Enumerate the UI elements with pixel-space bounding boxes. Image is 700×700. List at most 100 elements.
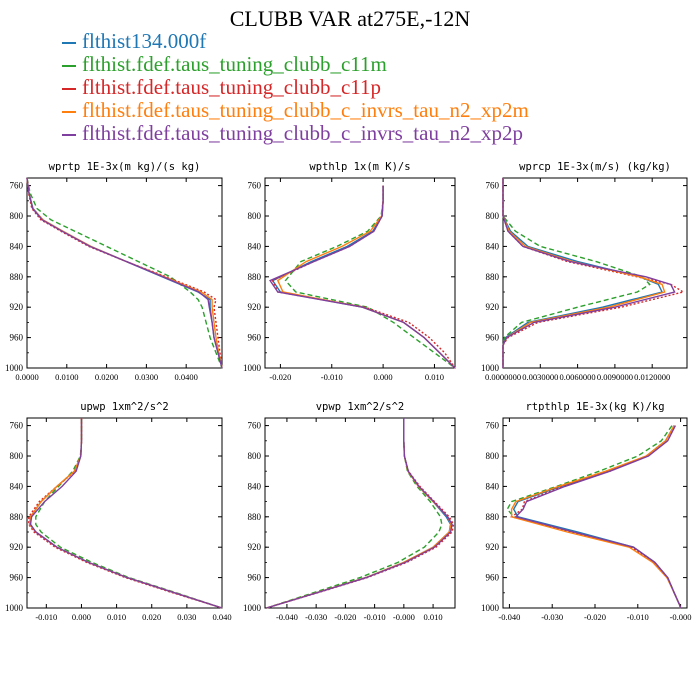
x-tick-label: 0.020 — [142, 612, 161, 622]
series-line — [26, 177, 223, 369]
legend-entry: flthist.fdef.taus_tuning_clubb_c_invrs_t… — [62, 122, 529, 145]
y-tick-label: 920 — [486, 542, 500, 552]
chart-title: rtpthlp 1E-3x(kg K)/kg — [525, 401, 664, 413]
y-tick-label: 880 — [486, 272, 500, 282]
y-tick-label: 800 — [486, 451, 500, 461]
y-tick-label: 840 — [10, 481, 24, 491]
series-line — [28, 418, 223, 609]
plot-frame — [26, 417, 223, 609]
y-tick-label: 960 — [486, 573, 500, 583]
y-tick-label: 960 — [248, 333, 262, 343]
legend-label: flthist.fdef.taus_tuning_clubb_c11p — [82, 75, 382, 99]
x-tick-label: 0.010 — [425, 372, 444, 382]
y-tick-label: 880 — [248, 512, 262, 522]
x-tick-label: 0.0120000 — [634, 372, 670, 382]
x-tick-label: 0.0000 — [15, 372, 38, 382]
y-tick-label: 760 — [248, 181, 262, 191]
plot-frame — [264, 417, 456, 609]
x-tick-label: -0.000 — [393, 612, 415, 622]
series-line — [29, 418, 223, 609]
chart-panel: wprtp 1E-3x(m kg)/(s kg) 760 800 840 880 920 9… — [5, 161, 223, 382]
x-tick-label: -0.010 — [321, 372, 343, 382]
y-tick-label: 920 — [486, 302, 500, 312]
x-tick-label: -0.020 — [269, 372, 291, 382]
series-line — [509, 425, 682, 609]
series-line — [512, 425, 682, 609]
x-tick-label: 0.0100 — [55, 372, 78, 382]
y-tick-label: 960 — [10, 333, 24, 343]
series-line — [266, 418, 453, 609]
y-tick-label: 960 — [486, 333, 500, 343]
legend: flthist134.000f flthist.fdef.taus_tuning… — [62, 30, 529, 145]
series-line — [29, 418, 223, 609]
legend-entry: flthist.fdef.taus_tuning_clubb_c11p — [62, 76, 529, 99]
y-tick-label: 880 — [10, 272, 24, 282]
y-tick-label: 1000 — [243, 363, 262, 373]
x-tick-label: 0.040 — [212, 612, 231, 622]
x-tick-label: -0.010 — [35, 612, 57, 622]
chart-title: wprcp 1E-3x(m/s) (kg/kg) — [519, 161, 671, 173]
series-line — [28, 418, 223, 609]
y-tick-label: 1000 — [5, 363, 24, 373]
x-tick-label: 0.0090000 — [597, 372, 633, 382]
y-tick-label: 800 — [10, 211, 24, 221]
y-tick-label: 800 — [486, 211, 500, 221]
x-tick-label: 0.0000000 — [485, 372, 521, 382]
legend-swatch — [62, 134, 76, 137]
y-tick-label: 840 — [248, 241, 262, 251]
plot-frame — [502, 177, 688, 369]
legend-label: flthist134.000f — [82, 29, 207, 53]
chart-panel: rtpthlp 1E-3x(kg K)/kg 760 800 840 880 920 960… — [481, 401, 692, 622]
x-tick-label: -0.020 — [334, 612, 356, 622]
legend-swatch — [62, 88, 76, 91]
y-tick-label: 1000 — [5, 603, 24, 613]
legend-label: flthist.fdef.taus_tuning_clubb_c_invrs_t… — [82, 98, 529, 122]
x-tick-label: -0.010 — [364, 612, 386, 622]
x-tick-label: -0.030 — [305, 612, 327, 622]
y-tick-label: 1000 — [481, 363, 500, 373]
legend-label: flthist.fdef.taus_tuning_clubb_c_invrs_t… — [82, 121, 523, 145]
series-line — [502, 178, 666, 368]
series-line — [506, 425, 682, 609]
series-line — [26, 177, 223, 369]
series-line — [26, 177, 223, 369]
legend-swatch — [62, 111, 76, 114]
legend-swatch — [62, 65, 76, 68]
chart-panel: wprcp 1E-3x(m/s) (kg/kg) 760 800 840 880 920 9… — [481, 161, 688, 382]
y-tick-label: 800 — [248, 451, 262, 461]
series-line — [502, 178, 676, 368]
chart-title: vpwp 1xm^2/s^2 — [316, 401, 405, 413]
series-line — [514, 425, 682, 609]
plot-frame — [26, 177, 223, 369]
x-tick-label: 0.010 — [107, 612, 126, 622]
x-tick-label: 0.0030000 — [522, 372, 558, 382]
y-tick-label: 840 — [486, 241, 500, 251]
x-tick-label: 0.030 — [177, 612, 196, 622]
chart-title: wpthlp 1x(m K)/s — [309, 161, 410, 173]
y-tick-label: 880 — [248, 272, 262, 282]
y-tick-label: 840 — [486, 481, 500, 491]
y-tick-label: 920 — [248, 302, 262, 312]
series-line — [26, 177, 223, 369]
series-line — [276, 185, 456, 369]
y-tick-label: 800 — [248, 211, 262, 221]
y-tick-label: 800 — [10, 451, 24, 461]
y-tick-label: 880 — [486, 512, 500, 522]
series-line — [35, 418, 223, 609]
legend-entry: flthist.fdef.taus_tuning_clubb_c_invrs_t… — [62, 99, 529, 122]
legend-swatch — [62, 42, 76, 45]
y-tick-label: 920 — [10, 542, 24, 552]
y-tick-label: 760 — [10, 181, 24, 191]
chart-panel: wpthlp 1x(m K)/s 760 800 840 880 920 960 1000 -0… — [243, 161, 456, 382]
y-tick-label: 1000 — [243, 603, 262, 613]
series-line — [271, 185, 456, 369]
x-tick-label: -0.010 — [627, 612, 649, 622]
series-line — [510, 425, 682, 609]
x-tick-label: 0.0200 — [95, 372, 118, 382]
y-tick-label: 920 — [248, 542, 262, 552]
series-line — [26, 177, 223, 369]
legend-entry: flthist.fdef.taus_tuning_clubb_c11m — [62, 53, 529, 76]
y-tick-label: 760 — [10, 421, 24, 431]
y-tick-label: 960 — [10, 573, 24, 583]
